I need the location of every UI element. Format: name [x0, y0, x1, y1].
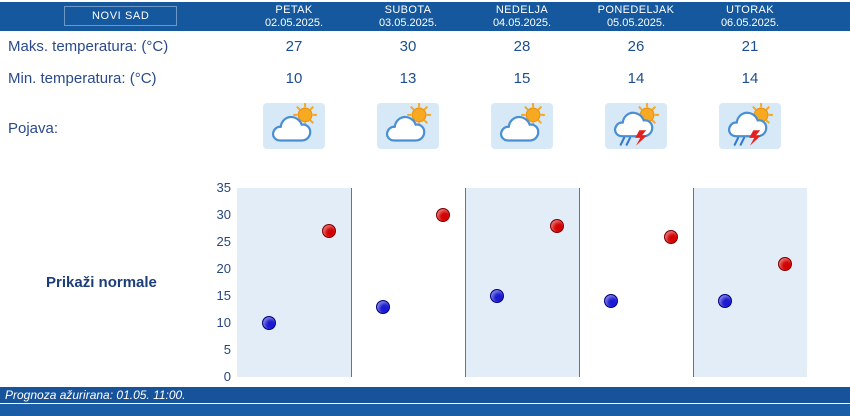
day-header-nedelja: NEDELJA 04.05.2025. [465, 4, 579, 31]
y-axis-tick-label: 0 [223, 369, 231, 384]
max-temp-point [664, 229, 678, 244]
chart-day-band [237, 188, 351, 377]
day-date: 04.05.2025. [492, 17, 552, 29]
min-temp-point [262, 316, 276, 330]
thunderstorm-rain-icon [605, 103, 667, 149]
day-name: SUBOTA [384, 4, 432, 16]
min-temp-point [376, 299, 390, 314]
min-temp-value: 14 [627, 70, 645, 87]
partly-cloudy-icon [263, 103, 325, 149]
day-name: PETAK [275, 4, 313, 16]
chart-day-band [579, 188, 693, 377]
y-axis-tick-label: 10 [216, 315, 231, 330]
day-date: 02.05.2025. [264, 17, 324, 29]
min-temp-point [490, 289, 504, 303]
max-temp-value: 28 [513, 38, 531, 55]
y-axis-tick-label: 5 [223, 342, 231, 357]
day-date: 06.05.2025. [720, 17, 780, 29]
max-temp-point [436, 208, 450, 222]
max-temp-value: 30 [399, 38, 417, 55]
chart-day-divider [351, 188, 352, 377]
min-temp-value: 14 [741, 70, 759, 87]
max-temp-value: 21 [741, 38, 759, 55]
chart-day-band [465, 188, 579, 377]
location-label: NOVI SAD [64, 6, 178, 26]
y-axis-tick-label: 20 [216, 261, 231, 276]
day-header-petak: PETAK 02.05.2025. [237, 4, 351, 31]
min-temp-point [718, 294, 732, 309]
show-normals-button[interactable]: Prikaži normale [46, 274, 157, 291]
max-temp-point [550, 218, 564, 233]
partly-cloudy-icon [377, 103, 439, 149]
chart-day-divider [579, 188, 580, 377]
min-temp-value: 13 [399, 70, 417, 87]
min-temp-value: 15 [513, 70, 531, 87]
y-axis-tick-label: 35 [216, 180, 231, 195]
max-temp-value: 27 [285, 38, 303, 55]
temperature-scatter-chart [237, 188, 807, 377]
chart-day-divider [465, 188, 466, 377]
max-temp-point [778, 256, 792, 271]
thunderstorm-rain-icon [719, 103, 781, 149]
forecast-header-bar: NOVI SAD PETAK 02.05.2025. SUBOTA 03.05.… [0, 2, 850, 31]
forecast-updated-status: Prognoza ažurirana: 01.05. 11:00. [0, 387, 850, 403]
day-header-ponedeljak: PONEDELJAK 05.05.2025. [579, 4, 693, 31]
min-temp-value: 10 [285, 70, 303, 87]
day-date: 03.05.2025. [378, 17, 438, 29]
day-name: UTORAK [725, 4, 775, 16]
y-axis-tick-label: 30 [216, 207, 231, 222]
bottom-bar [0, 404, 850, 416]
y-axis-tick-label: 15 [216, 288, 231, 303]
day-header-subota: SUBOTA 03.05.2025. [351, 4, 465, 31]
day-name: NEDELJA [495, 4, 549, 16]
max-temp-point [322, 224, 336, 239]
pojava-label: Pojava: [8, 120, 59, 137]
day-name: PONEDELJAK [597, 4, 675, 16]
day-header-utorak: UTORAK 06.05.2025. [693, 4, 807, 31]
max-temperature-label: Maks. temperatura: (°C) [8, 38, 169, 55]
partly-cloudy-icon [491, 103, 553, 149]
chart-day-divider [693, 188, 694, 377]
max-temp-value: 26 [627, 38, 645, 55]
min-temp-point [604, 294, 618, 309]
chart-day-band [693, 188, 807, 377]
day-date: 05.05.2025. [606, 17, 666, 29]
min-temperature-label: Min. temperatura: (°C) [8, 70, 157, 87]
y-axis-tick-label: 25 [216, 234, 231, 249]
